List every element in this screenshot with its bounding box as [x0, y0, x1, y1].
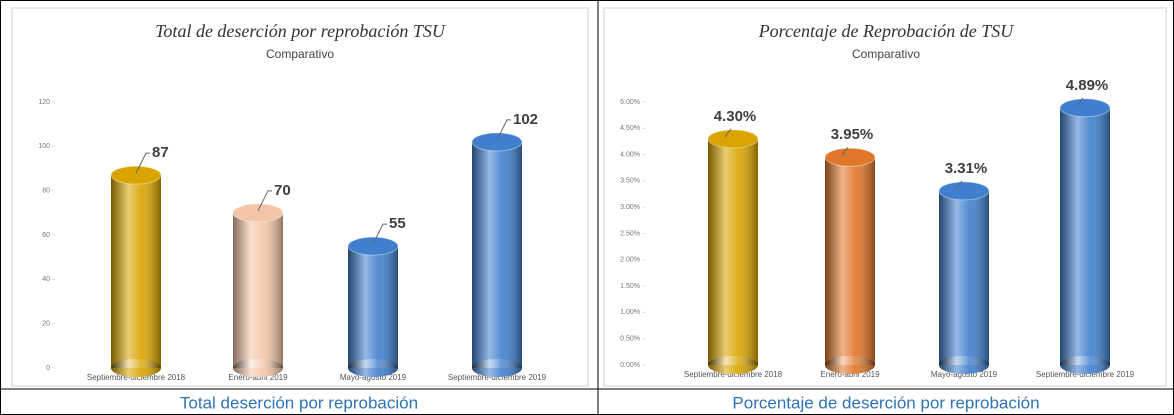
x-tick-label: Septiembre-diciembre 2018 — [684, 370, 783, 379]
bar-top — [824, 147, 876, 167]
chart-frame — [603, 7, 1167, 387]
y-tick-label: 40 — [42, 276, 50, 283]
leader-line — [1076, 97, 1084, 107]
bar-shade — [233, 212, 283, 368]
x-tick-label: Mayo-agosto 2019 — [340, 373, 407, 382]
y-tick-label: 4.00% — [620, 151, 640, 158]
y-tick-label: 20 — [42, 321, 50, 328]
x-tick-label: Mayo-agosto 2019 — [931, 370, 998, 379]
bar-top — [707, 129, 759, 149]
bar-shade — [1060, 107, 1110, 365]
data-label: 3.31% — [945, 160, 988, 177]
bar-shade — [472, 141, 522, 368]
y-tick-label: 120 — [38, 99, 50, 106]
bar-top — [471, 132, 523, 152]
bar-shade — [825, 157, 875, 365]
bar-shade — [348, 359, 398, 377]
leader-line — [724, 128, 732, 138]
leader-line — [372, 223, 387, 245]
y-tick-label: 3.50% — [620, 178, 640, 185]
leader-line — [955, 180, 963, 190]
leader-line — [496, 119, 511, 141]
bar-top — [232, 203, 284, 223]
data-label: 70 — [274, 182, 291, 199]
data-label: 102 — [513, 111, 538, 128]
bar-top — [347, 236, 399, 256]
bar-top — [938, 181, 990, 201]
y-tick-label: 1.00% — [620, 309, 640, 316]
bar-top — [110, 165, 162, 185]
y-tick-label: 4.50% — [620, 125, 640, 132]
chart-title: Porcentaje de Reprobación de TSU — [758, 21, 1015, 41]
leader-line — [841, 146, 849, 156]
bar-shade — [1060, 356, 1110, 374]
x-tick-label: Septiembre-diciembre 2019 — [1036, 370, 1135, 379]
y-tick-label: 0.50% — [620, 336, 640, 343]
bar-shade — [708, 356, 758, 374]
caption: Total deserción por reprobación — [180, 393, 418, 412]
data-label: 55 — [389, 215, 406, 232]
x-tick-label: Septiembre-diciembre 2019 — [448, 373, 547, 382]
y-tick-label: 5.00% — [620, 99, 640, 106]
x-tick-label: Enero-abril 2019 — [228, 373, 288, 382]
bar-shade — [111, 175, 161, 368]
y-tick-label: 0 — [46, 365, 50, 372]
bar-top — [1059, 98, 1111, 118]
chart-subtitle: Comparativo — [852, 47, 920, 61]
bar-shade — [348, 246, 398, 368]
bar-shade — [939, 190, 989, 365]
bar-shade — [939, 356, 989, 374]
y-tick-label: 2.00% — [620, 257, 640, 264]
x-tick-label: Septiembre-diciembre 2018 — [87, 373, 186, 382]
bar-shade — [111, 359, 161, 377]
data-label: 4.89% — [1066, 77, 1109, 94]
y-tick-label: 0.00% — [620, 362, 640, 369]
y-tick-label: 3.00% — [620, 204, 640, 211]
data-label: 87 — [152, 144, 169, 161]
data-label: 3.95% — [831, 126, 874, 143]
leader-line — [257, 190, 272, 212]
bar-shade — [472, 359, 522, 377]
bar-shade — [233, 359, 283, 377]
y-tick-label: 60 — [42, 232, 50, 239]
chart-frame — [11, 7, 589, 387]
bar-shade — [708, 138, 758, 365]
x-tick-label: Enero-abril 2019 — [820, 370, 880, 379]
y-tick-label: 80 — [42, 188, 50, 195]
caption: Porcentaje de deserción por reprobación — [732, 393, 1039, 412]
chart-title: Total de deserción por reprobación TSU — [155, 21, 446, 41]
leader-line — [135, 152, 150, 174]
y-tick-label: 100 — [38, 143, 50, 150]
y-tick-label: 1.50% — [620, 283, 640, 290]
data-label: 4.30% — [714, 108, 757, 125]
bar-shade — [825, 356, 875, 374]
chart-subtitle: Comparativo — [266, 47, 334, 61]
y-tick-label: 2.50% — [620, 230, 640, 237]
